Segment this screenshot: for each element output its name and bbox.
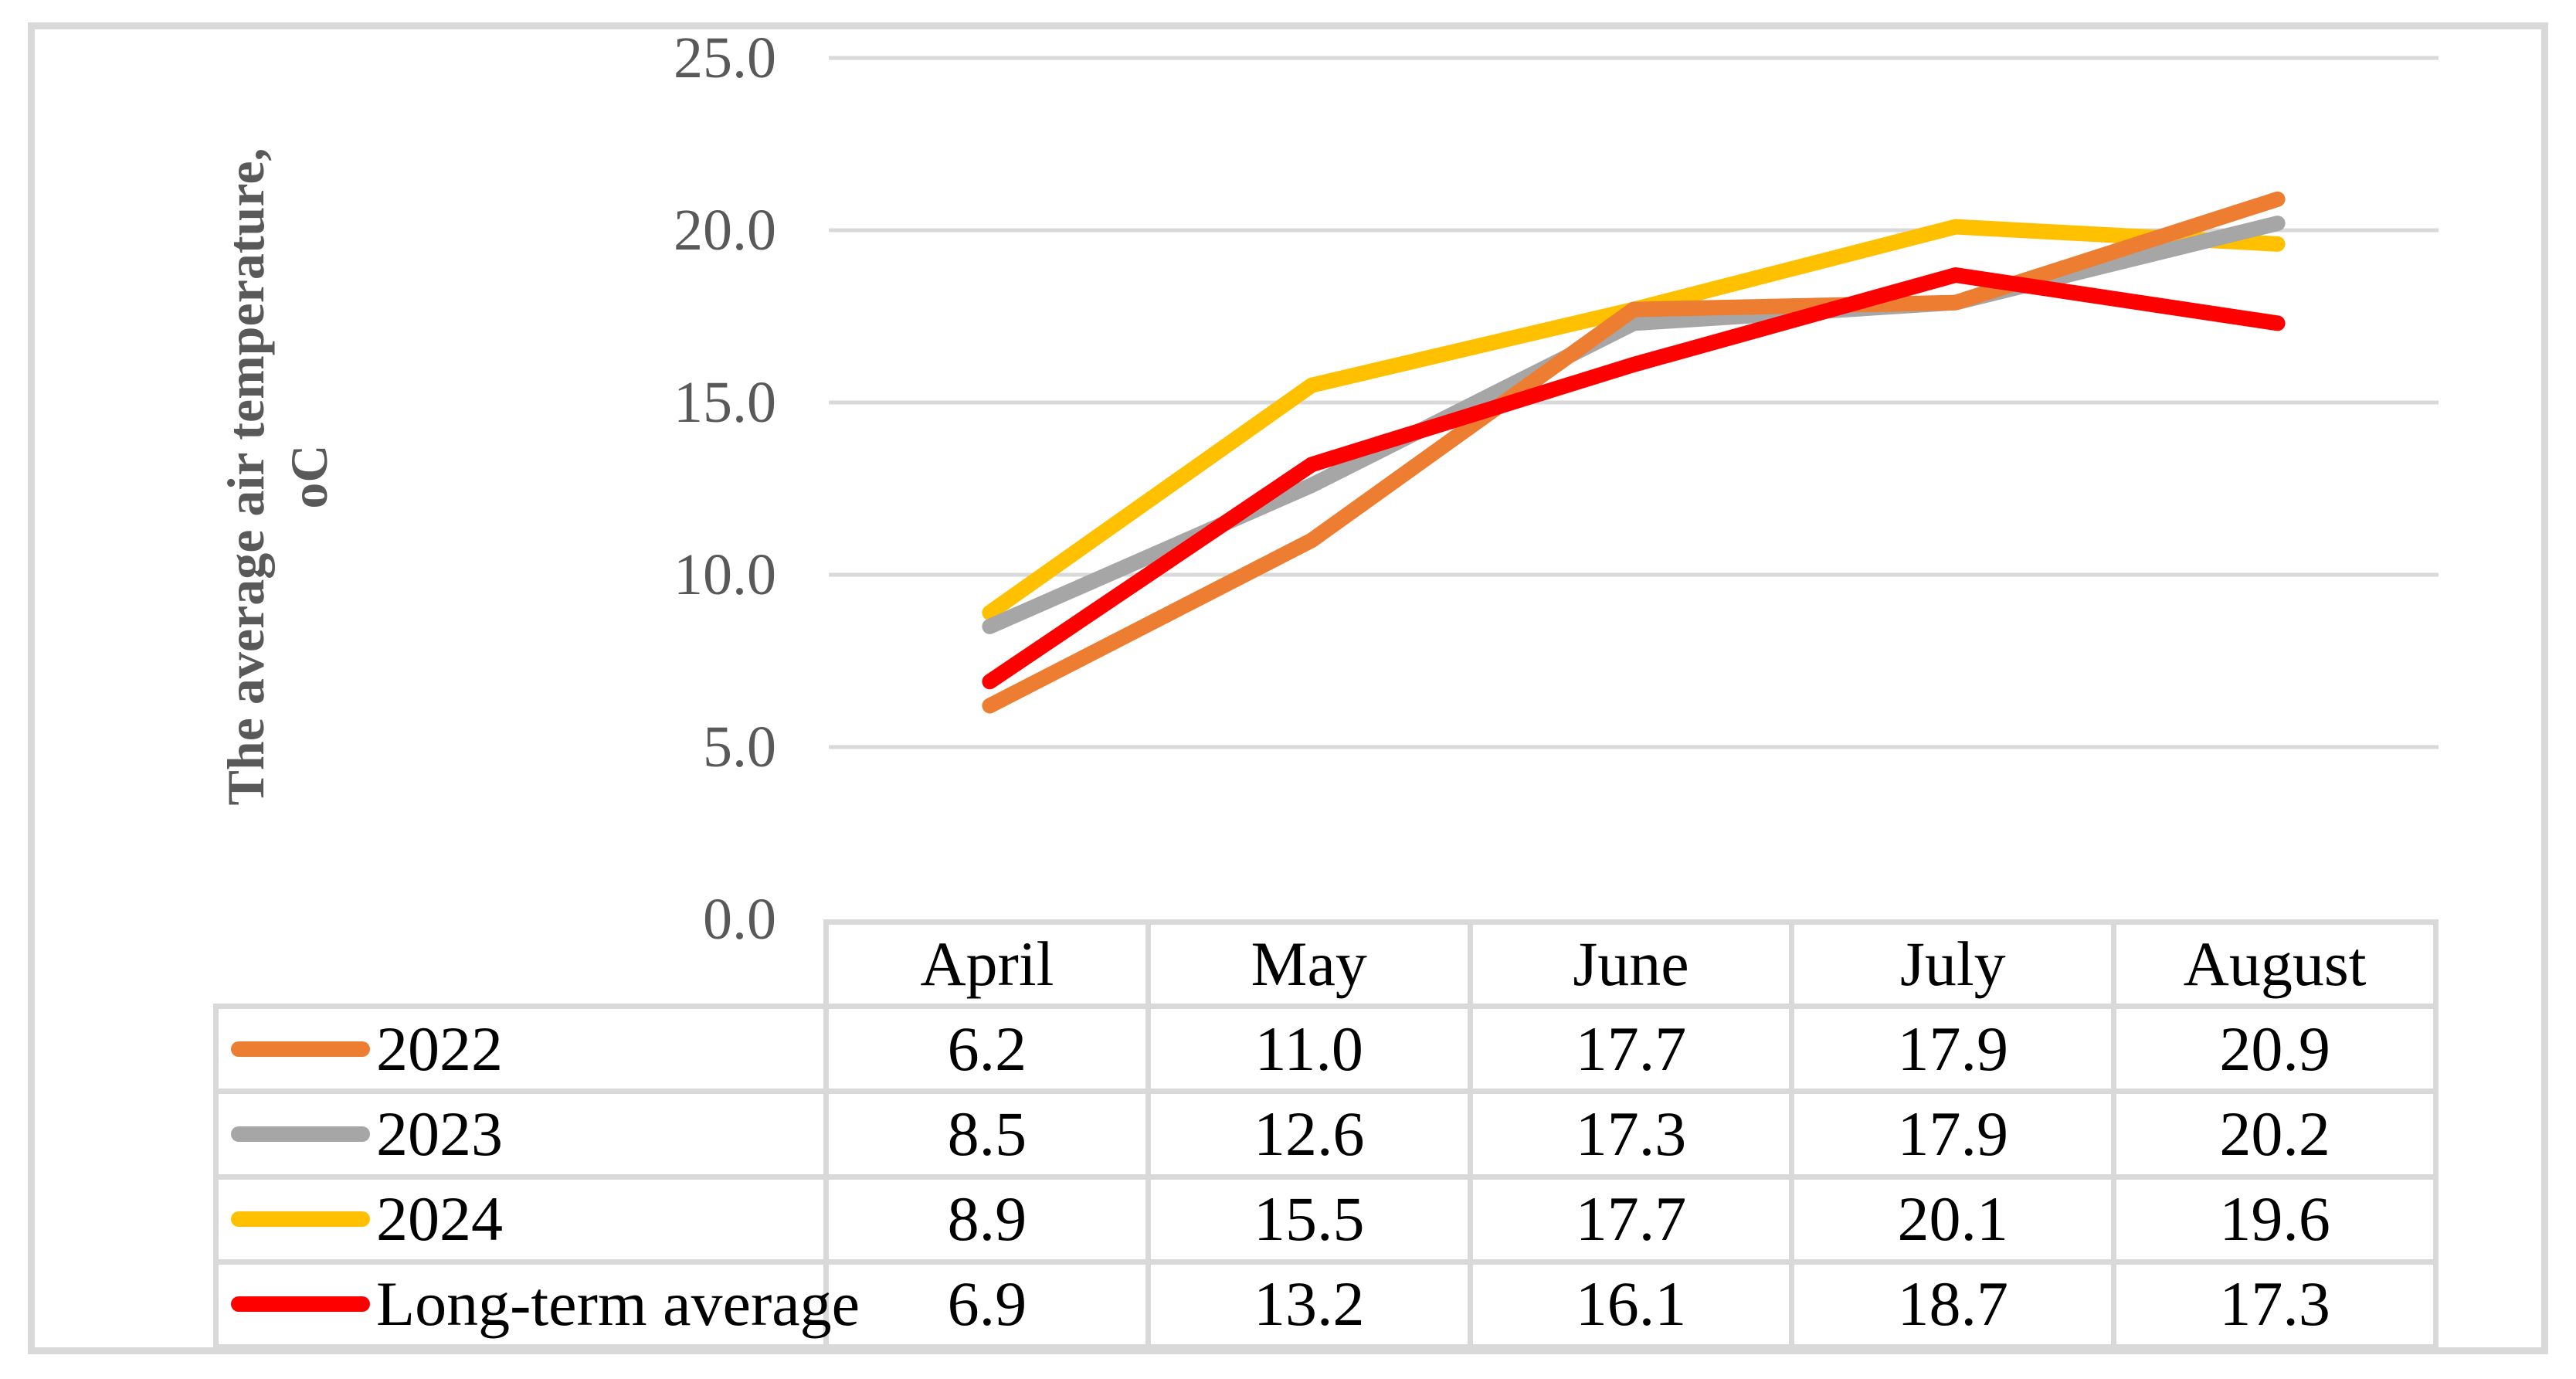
series-line-2022 [982, 191, 2286, 714]
y-axis-title-line1: The average air temperature, [216, 148, 275, 806]
legend-row-2024: 2024 [213, 1179, 829, 1265]
y-axis-title-line2: oC [280, 444, 338, 509]
y-axis-title: The average air temperature, oC [214, 0, 342, 979]
legend-swatch-2022 [231, 1041, 370, 1057]
data-table: April May June July August 2022 6.2 11.0… [213, 919, 2439, 1350]
legend-swatch-2024 [231, 1211, 370, 1228]
table-cell: 17.9 [1794, 1094, 2117, 1180]
series-line-long-term-average [982, 267, 2286, 690]
col-header-august: August [2116, 919, 2439, 1009]
table-corner-cell [213, 919, 829, 1009]
legend-row-2023: 2023 [213, 1094, 829, 1180]
table-cell: 17.7 [1472, 1009, 1795, 1095]
table-cell: 17.3 [1472, 1094, 1795, 1180]
table-cell: 20.2 [2116, 1094, 2439, 1180]
y-tick-label-5: 5.0 [703, 715, 776, 780]
legend-label-long-term-average: Long-term average [376, 1269, 860, 1340]
y-tick-label-20: 20.0 [674, 198, 776, 263]
table-cell: 8.5 [829, 1094, 1151, 1180]
y-tick-label-0: 0.0 [703, 887, 776, 952]
table-cell: 8.9 [829, 1179, 1151, 1265]
table-cell: 6.2 [829, 1009, 1151, 1095]
legend-row-long-term-average: Long-term average [213, 1264, 860, 1350]
legend-swatch-long-term-average [231, 1296, 370, 1313]
table-cell: 17.3 [2116, 1264, 2439, 1350]
table-cell: 20.1 [1794, 1179, 2117, 1265]
table-cell: 16.1 [1472, 1264, 1795, 1350]
table-cell: 6.9 [829, 1264, 1151, 1350]
col-header-april: April [829, 919, 1151, 1009]
table-cell: 13.2 [1150, 1264, 1473, 1350]
y-tick-label-10: 10.0 [674, 542, 776, 607]
series-lines [982, 191, 2286, 714]
legend-label-2022: 2022 [376, 1013, 503, 1084]
legend-swatch-2023 [231, 1126, 370, 1142]
table-cell: 17.9 [1794, 1009, 2117, 1095]
col-header-july: July [1794, 919, 2117, 1009]
col-header-may: May [1150, 919, 1473, 1009]
gridlines [829, 56, 2439, 749]
legend-label-2024: 2024 [376, 1184, 503, 1255]
table-cell: 15.5 [1150, 1179, 1473, 1265]
legend-label-2023: 2023 [376, 1098, 503, 1169]
y-tick-label-15: 15.0 [674, 370, 776, 435]
table-cell: 18.7 [1794, 1264, 2117, 1350]
series-line-2023 [982, 216, 2286, 634]
legend-row-2022: 2022 [213, 1009, 829, 1095]
table-cell: 20.9 [2116, 1009, 2439, 1095]
table-cell: 11.0 [1150, 1009, 1473, 1095]
table-cell: 17.7 [1472, 1179, 1795, 1265]
figure-border [28, 22, 2548, 1354]
col-header-june: June [1472, 919, 1795, 1009]
table-cell: 19.6 [2116, 1179, 2439, 1265]
y-tick-label-25: 25.0 [674, 25, 776, 90]
table-cell: 12.6 [1150, 1094, 1473, 1180]
